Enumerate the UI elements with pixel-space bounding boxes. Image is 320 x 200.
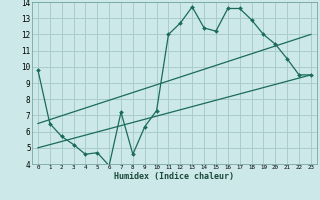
X-axis label: Humidex (Indice chaleur): Humidex (Indice chaleur) xyxy=(115,172,234,181)
